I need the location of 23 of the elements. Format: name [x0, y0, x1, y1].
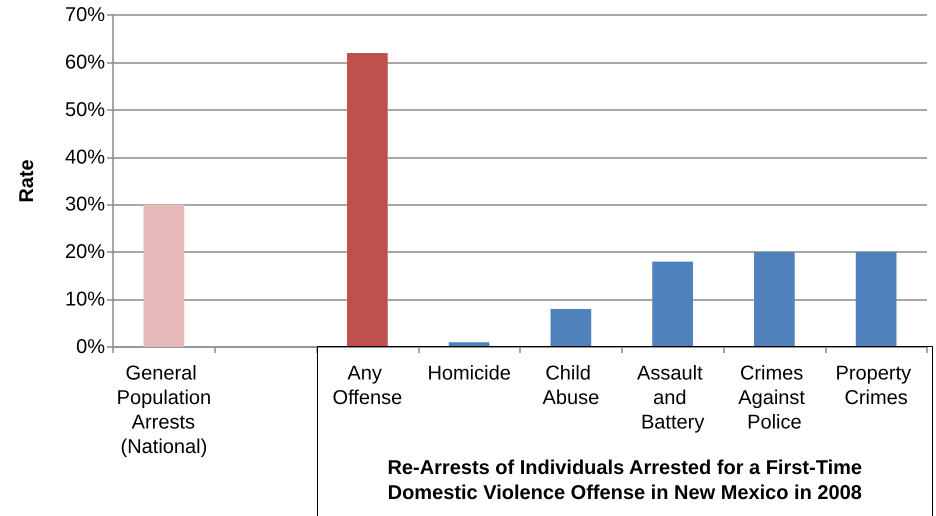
y-tick-label: 30%	[64, 194, 106, 216]
y-tick-label: 0%	[76, 336, 106, 358]
x-tick-label: Child Abuse	[542, 362, 600, 409]
bar	[347, 52, 388, 347]
bar	[550, 309, 592, 347]
bar	[856, 252, 896, 347]
x-tick-label: Property Crimes	[836, 362, 917, 409]
x-tick-label: General Population Arrests (National)	[116, 362, 212, 458]
text: Re-Arrests of Individuals Arrested for a First-Time Domestic Violence Offense in New Mexico in 2008	[386, 456, 864, 505]
y-tick-label: 60%	[64, 51, 106, 74]
x-tick-label: Assault and Battery	[637, 362, 708, 434]
y-axis-title: Rate	[16, 159, 38, 203]
y-tick-label: 40%	[64, 146, 106, 168]
y-tick-label: 20%	[64, 241, 106, 264]
bar	[652, 262, 693, 347]
x-tick-label: Homicide	[427, 362, 511, 384]
x-tick-label: Any Offense	[332, 362, 402, 409]
y-tick-label: 70%	[64, 4, 106, 26]
y-tick-label: 10%	[64, 288, 106, 311]
bar	[144, 204, 184, 347]
x-tick-label: Crimes Against Police	[738, 362, 811, 434]
y-tick-label: 50%	[64, 98, 106, 121]
bar	[754, 252, 795, 347]
